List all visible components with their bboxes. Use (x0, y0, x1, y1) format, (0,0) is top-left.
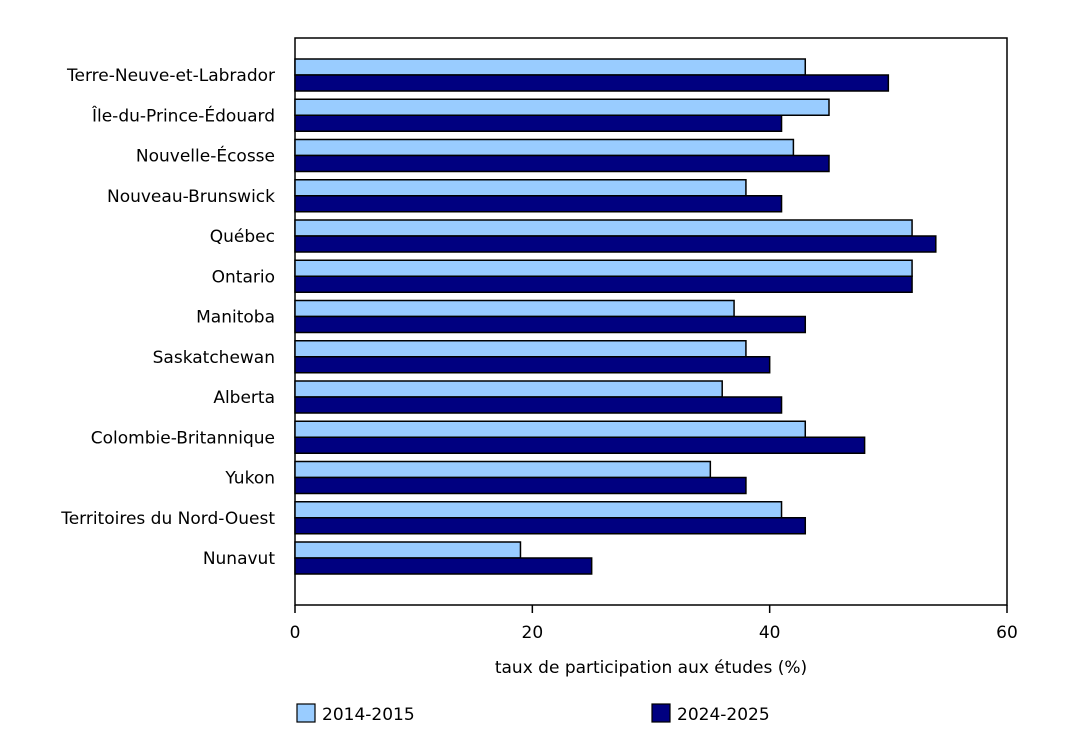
category-label: Territoires du Nord-Ouest (60, 509, 275, 529)
category-label: Nunavut (203, 549, 276, 569)
category-label: Colombie-Britannique (91, 428, 275, 448)
category-label: Manitoba (196, 308, 275, 328)
bar-2014-2015 (294, 501, 783, 519)
legend-swatch (296, 703, 316, 723)
bar-2024-2025 (294, 154, 830, 173)
category-label: Québec (210, 227, 275, 247)
bar-2024-2025 (294, 557, 593, 575)
bar-2014-2015 (294, 380, 723, 398)
category-label: Yukon (224, 469, 275, 489)
legend-label: 2024-2025 (677, 705, 770, 725)
bar-2024-2025 (294, 275, 913, 293)
bar-2024-2025 (294, 114, 783, 132)
bar-2014-2015 (294, 138, 795, 157)
bar-2014-2015 (294, 58, 807, 76)
category-label: Ontario (212, 267, 275, 287)
bar-2024-2025 (294, 315, 807, 334)
bar-2014-2015 (294, 299, 735, 318)
x-axis-label: taux de participation aux études (%) (495, 658, 807, 678)
bar-2014-2015 (294, 179, 747, 197)
x-tick-label: 20 (522, 623, 544, 643)
bar-2024-2025 (294, 436, 866, 454)
bar-2024-2025 (294, 74, 890, 92)
bar-2024-2025 (294, 356, 771, 374)
category-label: Terre-Neuve-et-Labrador (66, 66, 275, 86)
bar-2014-2015 (294, 259, 913, 277)
legend-swatch (651, 703, 671, 723)
legend-label: 2014-2015 (322, 705, 415, 725)
bar-2014-2015 (294, 460, 712, 479)
bar-2014-2015 (294, 219, 913, 237)
category-label: Île-du-Prince-Édouard (91, 104, 275, 126)
bar-2024-2025 (294, 517, 807, 535)
category-label: Alberta (213, 388, 275, 408)
bar-2014-2015 (294, 420, 807, 438)
bar-2014-2015 (294, 541, 522, 559)
category-label: Nouvelle-Écosse (136, 145, 275, 167)
category-label: Nouveau-Brunswick (107, 187, 275, 207)
category-label: Saskatchewan (153, 348, 275, 368)
bar-2024-2025 (294, 396, 783, 414)
bar-2014-2015 (294, 340, 747, 358)
bar-2014-2015 (294, 98, 830, 116)
bar-2024-2025 (294, 235, 937, 253)
bar-2024-2025 (294, 195, 783, 213)
x-tick-label: 60 (996, 623, 1018, 643)
x-tick-label: 40 (759, 623, 781, 643)
x-tick-label: 0 (290, 623, 301, 643)
bar-2024-2025 (294, 476, 747, 495)
